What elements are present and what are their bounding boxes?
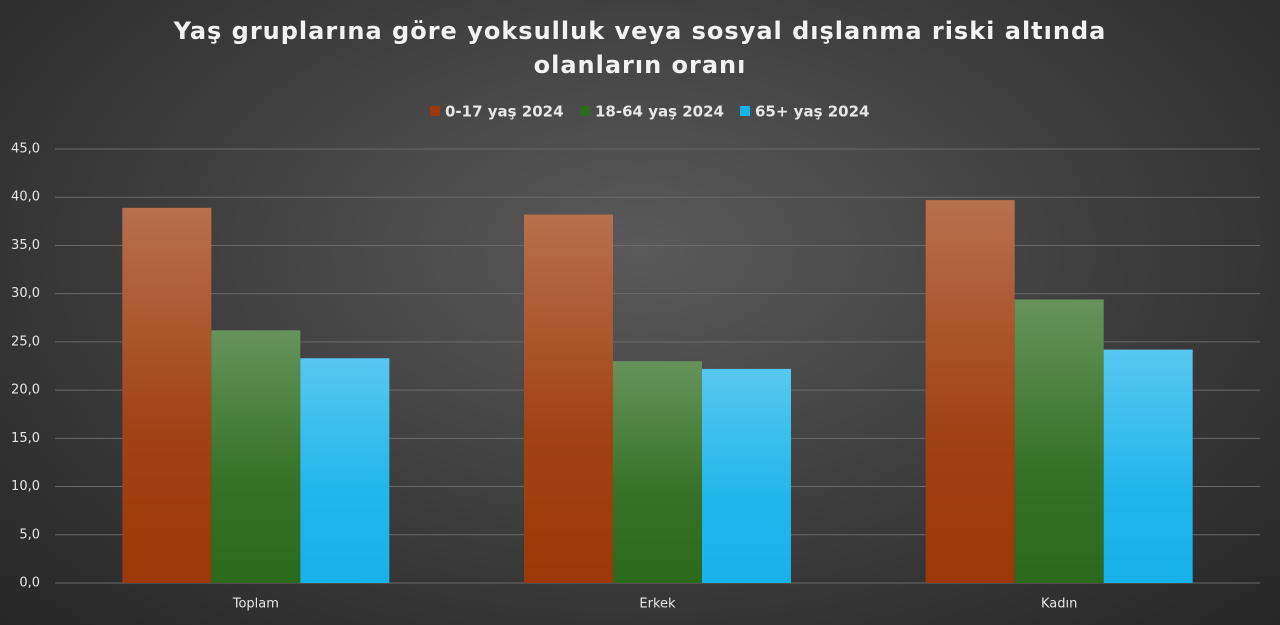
- y-tick-label: 45,0: [11, 142, 40, 157]
- bar-highlight: [702, 368, 791, 583]
- y-tick-label: 0,0: [19, 576, 40, 591]
- y-tick-label: 10,0: [11, 479, 40, 494]
- y-tick-label: 40,0: [11, 190, 40, 205]
- bar-highlight: [925, 200, 1015, 584]
- y-tick-label: 35,0: [11, 238, 40, 253]
- bar-highlight: [211, 330, 301, 583]
- bar-highlight: [122, 207, 212, 583]
- legend-label: 0-17 yaş 2024: [445, 103, 564, 121]
- y-tick-label: 25,0: [11, 334, 40, 349]
- chart-title: Yaş gruplarına göre yoksulluk veya sosya…: [173, 17, 1107, 79]
- bar-highlight: [300, 358, 390, 583]
- y-tick-label: 5,0: [19, 527, 40, 542]
- bar-highlight: [1014, 299, 1104, 583]
- legend-swatch: [740, 106, 750, 116]
- x-tick-label: Toplam: [232, 597, 279, 612]
- legend-swatch: [580, 106, 590, 116]
- y-tick-label: 20,0: [11, 383, 40, 398]
- bar-highlight: [1103, 349, 1193, 583]
- legend-label: 18-64 yaş 2024: [595, 103, 724, 121]
- y-tick-label: 30,0: [11, 286, 40, 301]
- legend-label: 65+ yaş 2024: [755, 103, 869, 121]
- x-tick-label: Kadın: [1041, 597, 1077, 612]
- x-tick-label: Erkek: [639, 597, 676, 612]
- legend-swatch: [430, 106, 440, 116]
- bar-highlight: [524, 214, 613, 584]
- bar-highlight: [613, 361, 702, 583]
- y-tick-label: 15,0: [11, 431, 40, 446]
